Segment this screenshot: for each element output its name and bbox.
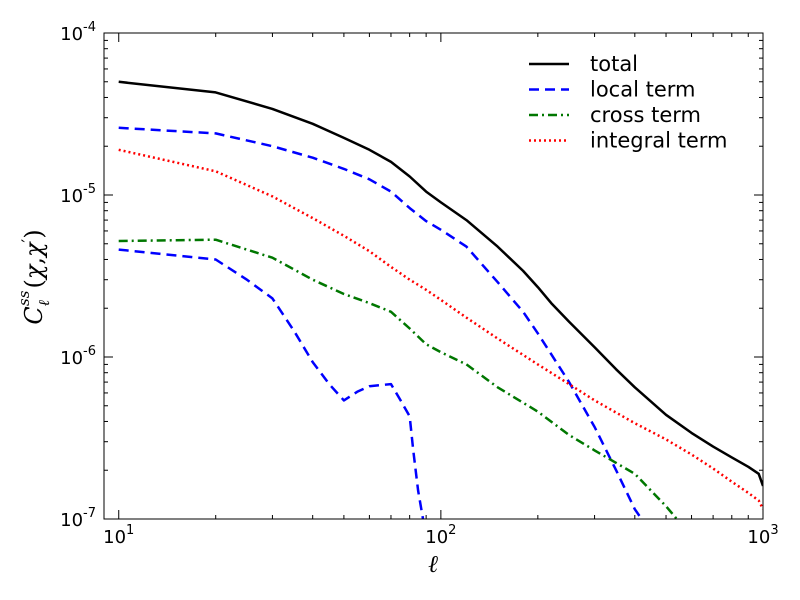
x-axis-label: ℓ — [428, 550, 438, 578]
tick-layer: 101 102 103 10-7 10-6 10-5 10-4 — [60, 20, 778, 548]
legend-label: total — [590, 52, 638, 76]
y-axis-label: Cℓss(χ,χ′) — [15, 229, 53, 324]
series-line-4 — [118, 148, 763, 510]
series-line-1 — [118, 126, 643, 519]
x-tick-label: 101 — [103, 523, 134, 548]
x-tick-label: 103 — [747, 523, 778, 548]
series-layer — [118, 80, 763, 519]
svg-text:Cℓss(χ,χ′): Cℓss(χ,χ′) — [15, 229, 53, 324]
series-line-3 — [118, 238, 678, 519]
x-tick-label: 102 — [425, 523, 456, 548]
plot-background — [104, 33, 763, 519]
y-tick-label: 10-6 — [60, 344, 96, 369]
legend-label: local term — [590, 78, 695, 102]
plot-frame — [103, 32, 764, 520]
y-tick-label: 10-7 — [60, 506, 96, 531]
series-line-0 — [118, 80, 763, 487]
legend-label: integral term — [590, 129, 728, 153]
y-tick-label: 10-4 — [60, 20, 96, 45]
legend-label: cross term — [590, 103, 701, 127]
series-line-2 — [118, 248, 425, 519]
y-tick-label: 10-5 — [60, 182, 96, 207]
